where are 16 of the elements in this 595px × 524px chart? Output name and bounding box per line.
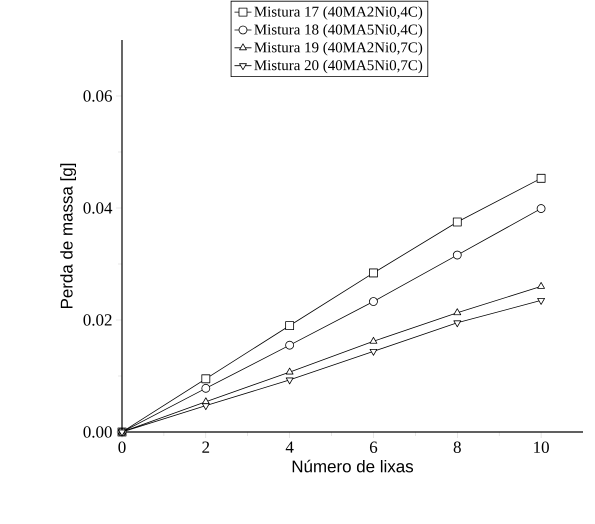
x-tick-label: 4 [286,442,294,453]
x-tick-label: 10 [534,442,549,453]
legend-label: Mistura 17 (40MA2Ni0,4C) [254,6,422,20]
legend-label: Mistura 18 (40MA5Ni0,4C) [254,24,422,38]
x-tick-label: 2 [202,442,210,453]
legend-label: Mistura 20 (40MA5Ni0,7C) [254,60,422,74]
y-tick-label: 0.06 [83,90,112,102]
legend-label: Mistura 19 (40MA2Ni0,7C) [254,42,422,56]
y-axis-title: Perda de massa [g] [60,164,76,308]
x-tick-label: 0 [118,442,126,453]
y-tick-label: 0.00 [83,426,112,438]
x-tick-label: 8 [454,442,461,453]
y-tick-label: 0.04 [83,202,112,214]
x-tick-label: 6 [370,442,378,453]
x-axis-title: Número de lixas [292,460,414,472]
y-tick-label: 0.02 [83,314,112,326]
